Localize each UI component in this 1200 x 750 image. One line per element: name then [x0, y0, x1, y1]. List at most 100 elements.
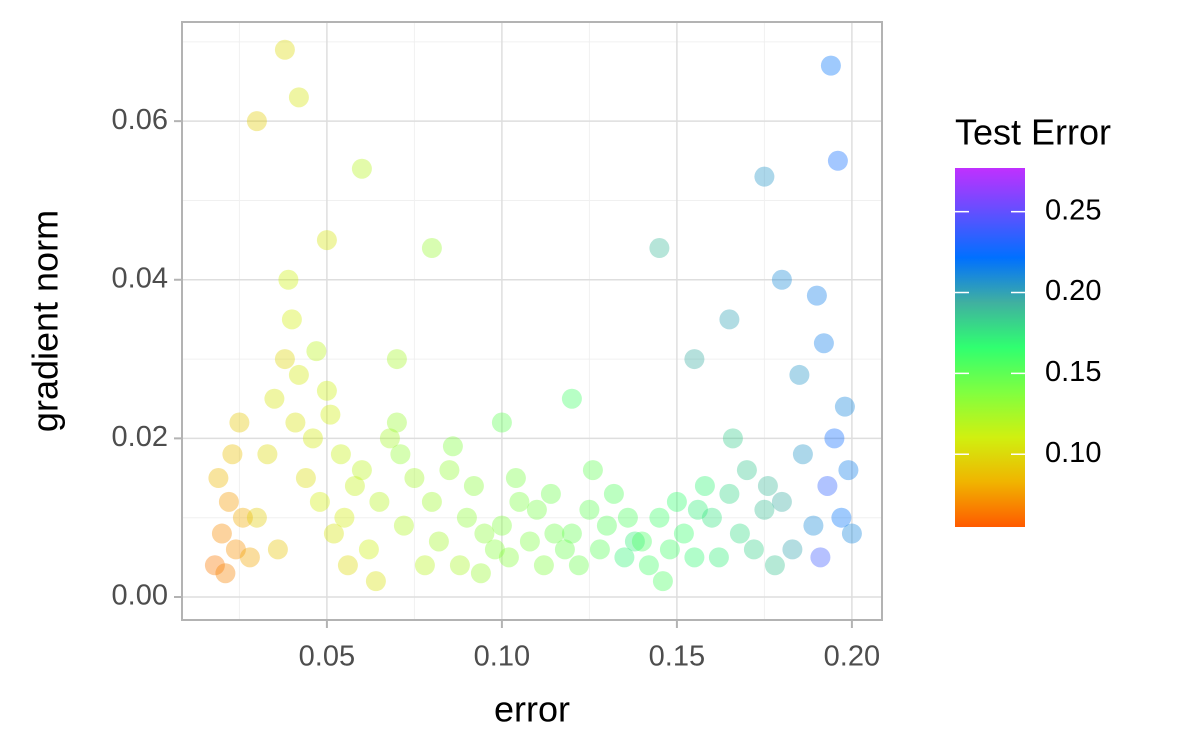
- point: [824, 428, 845, 449]
- point: [491, 515, 512, 536]
- point: [708, 547, 729, 568]
- point: [204, 555, 225, 576]
- y-tick-label: 0.04: [112, 262, 168, 294]
- point: [439, 460, 460, 481]
- legend-title: Test Error: [955, 112, 1111, 153]
- point: [344, 475, 365, 496]
- point: [820, 55, 841, 76]
- point: [281, 309, 302, 330]
- point: [239, 547, 260, 568]
- point: [554, 539, 575, 560]
- point: [257, 444, 278, 465]
- point: [754, 166, 775, 187]
- point: [617, 507, 638, 528]
- point: [544, 523, 565, 544]
- point: [540, 483, 561, 504]
- point: [449, 555, 470, 576]
- point: [463, 475, 484, 496]
- point: [229, 412, 250, 433]
- point: [421, 491, 442, 512]
- point: [789, 364, 810, 385]
- point: [232, 507, 253, 528]
- point: [649, 507, 670, 528]
- point: [505, 468, 526, 489]
- point: [414, 555, 435, 576]
- point: [309, 491, 330, 512]
- point: [428, 531, 449, 552]
- point: [603, 483, 624, 504]
- point: [810, 547, 831, 568]
- point: [288, 364, 309, 385]
- point: [838, 460, 859, 481]
- point: [442, 436, 463, 457]
- y-tick-label: 0.00: [112, 580, 168, 612]
- point: [386, 412, 407, 433]
- x-tick-label: 0.05: [299, 641, 355, 673]
- point: [834, 396, 855, 417]
- point: [631, 531, 652, 552]
- point: [484, 539, 505, 560]
- point: [278, 269, 299, 290]
- point: [659, 539, 680, 560]
- point: [491, 412, 512, 433]
- point: [827, 150, 848, 171]
- point: [817, 475, 838, 496]
- grid: [182, 22, 882, 620]
- point: [561, 388, 582, 409]
- point: [211, 523, 232, 544]
- point: [421, 238, 442, 259]
- point: [666, 491, 687, 512]
- point: [288, 87, 309, 108]
- point: [736, 460, 757, 481]
- point: [404, 468, 425, 489]
- point: [831, 507, 852, 528]
- point: [274, 349, 295, 370]
- point: [285, 412, 306, 433]
- point: [561, 523, 582, 544]
- point: [757, 475, 778, 496]
- point: [208, 468, 229, 489]
- point: [701, 507, 722, 528]
- points: [204, 39, 862, 592]
- point: [246, 507, 267, 528]
- point: [813, 333, 834, 354]
- point: [274, 39, 295, 60]
- point: [792, 444, 813, 465]
- point: [684, 349, 705, 370]
- point: [302, 428, 323, 449]
- point: [624, 531, 645, 552]
- point: [579, 499, 600, 520]
- point: [334, 507, 355, 528]
- x-tick-label: 0.20: [824, 641, 880, 673]
- panel-border: [181, 21, 883, 621]
- point: [215, 563, 236, 584]
- point: [652, 571, 673, 592]
- point: [719, 309, 740, 330]
- axes: 0.05 0.10 0.15 0.20 0.00 0.02 0.04 0.06: [112, 21, 883, 673]
- point: [456, 507, 477, 528]
- point: [638, 555, 659, 576]
- point: [582, 460, 603, 481]
- point: [295, 468, 316, 489]
- colorbar: [955, 168, 1025, 527]
- y-tick-label: 0.02: [112, 421, 168, 453]
- colorbar-label: 0.10: [1045, 437, 1101, 469]
- colorbar-label: 0.15: [1045, 356, 1101, 388]
- point: [729, 523, 750, 544]
- point: [264, 388, 285, 409]
- point: [225, 539, 246, 560]
- point: [687, 499, 708, 520]
- point: [316, 230, 337, 251]
- point: [764, 555, 785, 576]
- point: [358, 539, 379, 560]
- point: [719, 483, 740, 504]
- point: [803, 515, 824, 536]
- point: [337, 555, 358, 576]
- point: [754, 499, 775, 520]
- point: [806, 285, 827, 306]
- point: [498, 547, 519, 568]
- point: [246, 111, 267, 132]
- point: [390, 444, 411, 465]
- point: [386, 349, 407, 370]
- colorbar-label: 0.25: [1045, 194, 1101, 226]
